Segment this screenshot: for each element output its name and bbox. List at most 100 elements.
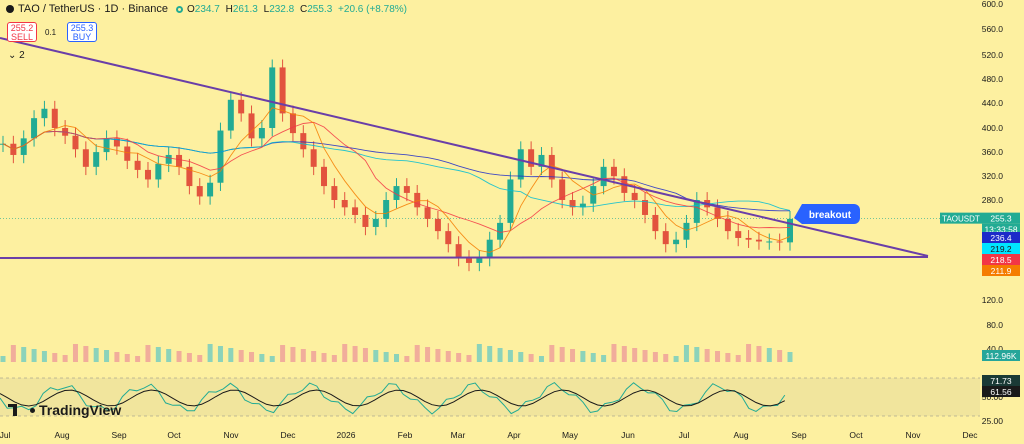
- volume-bar: [0, 356, 6, 362]
- candle-body: [51, 108, 58, 128]
- candle-body: [217, 130, 224, 183]
- candle-body: [310, 149, 317, 167]
- candle-body: [403, 186, 410, 193]
- x-tick-label: Jul: [679, 430, 690, 440]
- candle-body: [248, 113, 255, 139]
- ma-value-tag-bg: [982, 265, 1020, 276]
- candle-body: [507, 179, 514, 223]
- candle-body: [0, 143, 6, 145]
- candle-body: [434, 218, 441, 232]
- volume-bar: [725, 353, 731, 362]
- volume-bar: [166, 349, 172, 362]
- price-change: +20.6 (+8.78%): [338, 3, 407, 15]
- volume-bar: [207, 344, 213, 362]
- candle-body: [41, 108, 48, 119]
- candle-body: [289, 113, 296, 134]
- candle-body: [207, 182, 214, 197]
- current-price-tag-bg: [982, 212, 1020, 224]
- volume-bar: [331, 355, 337, 362]
- y-tick-label: 560.0: [982, 24, 1004, 34]
- x-tick-label: Apr: [507, 430, 520, 440]
- volume-bar: [425, 347, 431, 362]
- candle-body: [144, 169, 151, 180]
- candle-body: [683, 222, 690, 240]
- candle-body: [486, 239, 493, 259]
- x-tick-label: Feb: [398, 430, 413, 440]
- candle-body: [103, 138, 110, 153]
- candle-body: [134, 160, 141, 170]
- volume-bar: [383, 352, 389, 362]
- x-tick-label: Oct: [849, 430, 863, 440]
- candle-body: [662, 231, 669, 245]
- volume-bar: [735, 355, 741, 362]
- volume-bar: [280, 345, 286, 362]
- ma-value-tag: 218.5: [990, 255, 1012, 265]
- ma-value-tag-bg: [982, 232, 1020, 243]
- candle-body: [258, 128, 265, 139]
- volume-bar: [559, 347, 565, 362]
- volume-bar: [746, 344, 752, 362]
- descending-trendline: [0, 37, 929, 257]
- ohlc-readout: O234.7 H261.3 L232.8 C255.3 +20.6 (+8.78…: [186, 3, 407, 15]
- candle-body: [528, 149, 535, 167]
- symbol-title[interactable]: TAO / TetherUS · 1D · Binance: [18, 3, 168, 15]
- candle-body: [31, 118, 38, 139]
- volume-tag: 112.96K: [985, 351, 1016, 361]
- volume-bar: [414, 345, 420, 362]
- volume-bar: [642, 350, 648, 362]
- volume-bar: [249, 352, 255, 362]
- volume-bar: [311, 351, 317, 362]
- x-tick-label: Sep: [111, 430, 126, 440]
- buy-button[interactable]: 255.3 BUY: [67, 22, 97, 42]
- volume-bar: [570, 349, 576, 362]
- breakout-callout: [794, 204, 860, 224]
- x-tick-label: 2026: [337, 430, 356, 440]
- candle-body: [372, 218, 379, 227]
- ma-value-tag-bg: [982, 243, 1020, 254]
- x-tick-label: Dec: [962, 430, 978, 440]
- volume-bar: [10, 345, 16, 362]
- x-tick-label: Sep: [791, 430, 806, 440]
- sell-button[interactable]: 255.2 SELL: [7, 22, 37, 42]
- tradingview-logo[interactable]: TradingView: [8, 402, 121, 418]
- ma-value-tag: 211.9: [991, 266, 1012, 276]
- indicators-toggle[interactable]: ⌄ 2: [8, 50, 25, 61]
- volume-bar: [673, 356, 679, 362]
- candle-body: [424, 207, 431, 219]
- rsi-tick: 25.00: [982, 416, 1004, 426]
- volume-bar: [135, 356, 141, 362]
- candle-body: [362, 214, 369, 227]
- candle-body: [72, 135, 79, 150]
- volume-bar: [352, 346, 358, 362]
- candle-body: [165, 154, 172, 164]
- volume-bar: [321, 353, 327, 362]
- candle-body: [238, 99, 245, 114]
- support-trendline: [0, 256, 929, 259]
- volume-bar: [683, 345, 689, 362]
- candle-body: [331, 186, 338, 200]
- volume-bar: [466, 355, 472, 362]
- volume-bar: [104, 350, 110, 362]
- volume-bar: [704, 349, 710, 362]
- volume-bar: [124, 354, 130, 362]
- volume-bar: [404, 356, 410, 362]
- candle-body: [445, 231, 452, 245]
- candle-body: [393, 186, 400, 200]
- volume-bar: [21, 347, 27, 362]
- x-tick-label: Oct: [167, 430, 181, 440]
- volume-bar: [528, 354, 534, 362]
- candle-body: [476, 258, 483, 263]
- candle-body: [497, 222, 504, 240]
- candle-body: [124, 146, 131, 161]
- volume-bar: [197, 355, 203, 362]
- current-price-tag: 255.3: [990, 214, 1012, 224]
- y-tick-label: 320.0: [982, 171, 1004, 181]
- rsi-line: [0, 381, 786, 415]
- candle-body: [176, 154, 183, 167]
- volume-bar: [663, 354, 669, 362]
- candle-body: [517, 149, 524, 180]
- candle-body: [352, 207, 359, 215]
- volume-bar: [590, 353, 596, 362]
